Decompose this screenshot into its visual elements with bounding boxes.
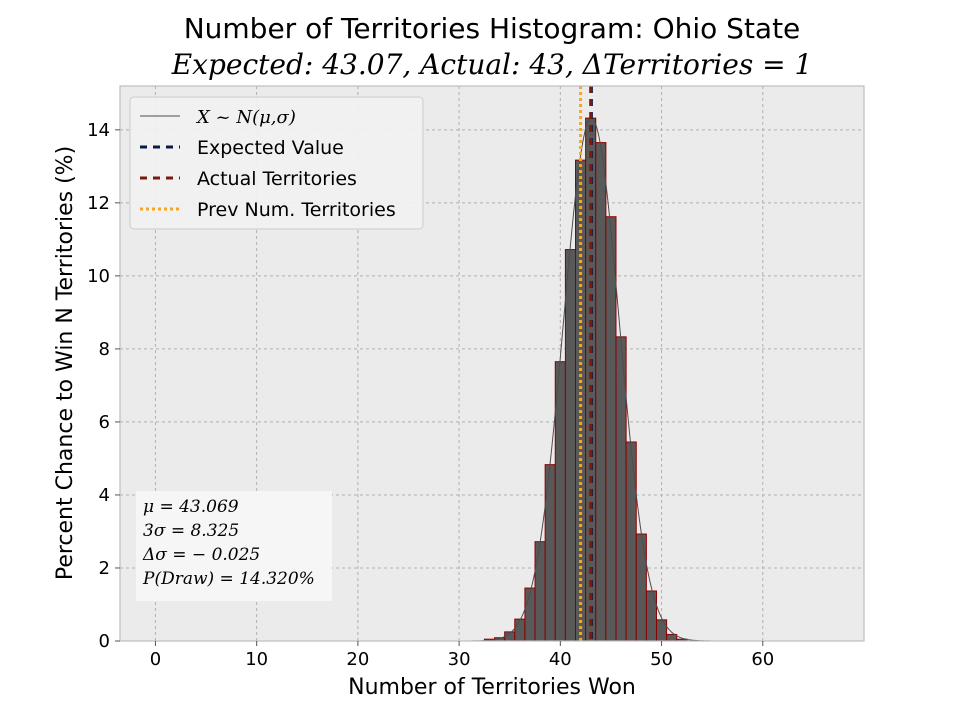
stats-line-3: P(Draw) = 14.320% bbox=[142, 569, 315, 589]
histogram-bar bbox=[554, 361, 566, 642]
stats-box: μ = 43.069 3σ = 8.325 Δσ = − 0.025 P(Draw) … bbox=[136, 491, 332, 601]
ticks-layer: 0 10 20 30 40 50 60 0 2 4 6 8 10 12 14 bbox=[87, 120, 774, 670]
histogram-bar bbox=[524, 587, 536, 642]
y-tick-label: 0 bbox=[99, 631, 110, 652]
chart-subtitle: Expected: 43.07, Actual: 43, ΔTerritorie… bbox=[171, 48, 813, 81]
y-tick-label: 12 bbox=[87, 193, 110, 214]
x-tick-label: 10 bbox=[245, 649, 268, 670]
y-tick-label: 14 bbox=[87, 120, 110, 141]
plot-frame bbox=[119, 85, 865, 642]
histogram-bar bbox=[645, 590, 657, 642]
y-tick-label: 10 bbox=[87, 266, 110, 287]
histogram-bar bbox=[514, 618, 526, 642]
legend-label-3: Prev Num. Territories bbox=[197, 199, 396, 221]
vline-layer bbox=[579, 86, 593, 641]
x-tick-label: 30 bbox=[448, 649, 471, 670]
histogram-bar bbox=[635, 533, 647, 642]
x-axis-label: Number of Territories Won bbox=[348, 675, 636, 700]
chart-title: Number of Territories Histogram: Ohio St… bbox=[184, 12, 801, 45]
legend-box bbox=[129, 96, 424, 230]
stats-line-0: μ = 43.069 bbox=[143, 497, 239, 517]
y-axis-label: Percent Chance to Win N Territories (%) bbox=[53, 146, 78, 580]
y-tick-label: 6 bbox=[99, 412, 110, 433]
legend: X ~ N(μ,σ) Expected Value Actual Territori… bbox=[129, 96, 424, 230]
stats-box-bg bbox=[136, 491, 332, 601]
x-tick-label: 60 bbox=[751, 649, 774, 670]
stats-line-1: 3σ = 8.325 bbox=[143, 521, 239, 541]
x-tick-label: 40 bbox=[549, 649, 572, 670]
histogram-bar bbox=[564, 249, 577, 642]
legend-label-0: X ~ N(μ,σ) bbox=[195, 107, 296, 128]
stats-line-2: Δσ = − 0.025 bbox=[142, 545, 260, 565]
y-tick-label: 4 bbox=[99, 485, 110, 506]
x-tick-label: 50 bbox=[650, 649, 673, 670]
histogram-bar bbox=[534, 541, 546, 642]
histogram-bar bbox=[595, 142, 607, 642]
histogram-bar bbox=[625, 441, 637, 642]
histogram-bar bbox=[655, 619, 668, 642]
legend-label-2: Actual Territories bbox=[197, 168, 357, 190]
x-tick-label: 20 bbox=[346, 649, 369, 670]
histogram-bar bbox=[605, 216, 617, 642]
x-tick-label: 0 bbox=[150, 649, 161, 670]
y-tick-label: 8 bbox=[99, 339, 110, 360]
legend-label-1: Expected Value bbox=[197, 137, 344, 159]
y-tick-label: 2 bbox=[99, 558, 110, 579]
